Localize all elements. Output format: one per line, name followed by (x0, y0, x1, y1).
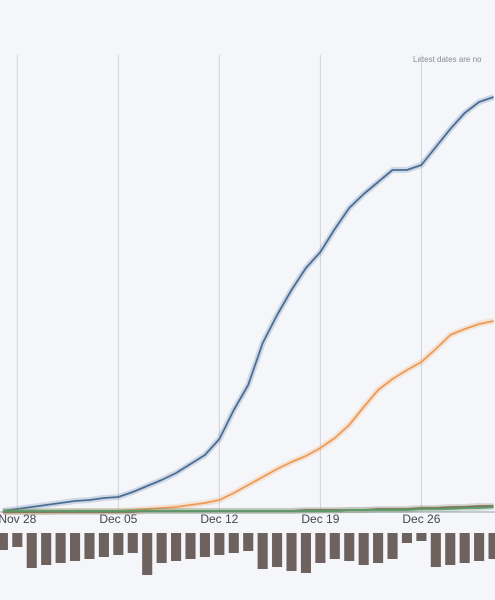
bar (387, 533, 398, 559)
bar (373, 533, 384, 563)
bar (84, 533, 95, 559)
bar (286, 533, 297, 571)
bar (214, 533, 225, 555)
bar (69, 533, 81, 561)
x-tick-label: Nov 28 (0, 512, 37, 526)
bar (243, 533, 254, 551)
bar (315, 533, 326, 563)
bar (401, 533, 413, 543)
x-tick-label: Dec 05 (99, 512, 137, 526)
bar (416, 533, 427, 541)
bar (41, 533, 52, 565)
bar (113, 533, 124, 555)
bar (142, 533, 153, 575)
series-line (2, 506, 494, 512)
bar (98, 533, 109, 557)
series-halo (2, 318, 495, 515)
series-line (2, 96, 494, 512)
bar (26, 533, 37, 568)
bar (430, 533, 441, 567)
x-tick-label: Dec 12 (200, 512, 238, 526)
bar (358, 533, 369, 565)
bar (344, 533, 355, 561)
x-tick-label: Dec 26 (402, 512, 440, 526)
bar (199, 533, 210, 557)
bar (488, 533, 495, 559)
bar (127, 533, 138, 553)
bar (272, 533, 283, 567)
bar (228, 533, 239, 553)
bar (12, 533, 23, 547)
bar (171, 533, 182, 561)
bar (459, 533, 470, 563)
bar (156, 533, 167, 563)
bar (329, 533, 340, 559)
bar (0, 533, 8, 550)
bar (445, 533, 456, 565)
bar (185, 533, 196, 559)
bar (300, 533, 311, 573)
bar (257, 533, 268, 569)
bar (474, 533, 485, 561)
x-tick-label: Dec 19 (301, 512, 339, 526)
annotation: Latest dates are no (413, 55, 482, 64)
bar (55, 533, 66, 563)
series-halo (2, 94, 495, 514)
